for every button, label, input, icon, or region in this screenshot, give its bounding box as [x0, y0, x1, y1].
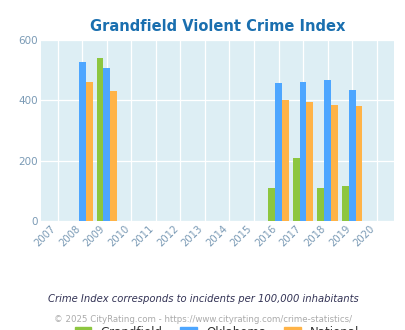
Bar — [306, 102, 313, 221]
Title: Grandfield Violent Crime Index: Grandfield Violent Crime Index — [89, 19, 344, 34]
Bar — [96, 58, 103, 221]
Legend: Grandfield, Oklahoma, National: Grandfield, Oklahoma, National — [70, 321, 363, 330]
Bar — [110, 91, 117, 221]
Bar — [348, 89, 355, 221]
Bar — [323, 81, 330, 221]
Bar — [103, 68, 110, 221]
Bar — [79, 62, 85, 221]
Bar — [330, 105, 337, 221]
Bar — [341, 186, 348, 221]
Text: © 2025 CityRating.com - https://www.cityrating.com/crime-statistics/: © 2025 CityRating.com - https://www.city… — [54, 315, 351, 324]
Text: Crime Index corresponds to incidents per 100,000 inhabitants: Crime Index corresponds to incidents per… — [47, 294, 358, 304]
Bar — [292, 157, 299, 221]
Bar — [275, 83, 281, 221]
Bar — [281, 100, 288, 221]
Bar — [317, 188, 323, 221]
Bar — [268, 188, 275, 221]
Bar — [355, 106, 362, 221]
Bar — [85, 82, 92, 221]
Bar — [299, 82, 306, 221]
